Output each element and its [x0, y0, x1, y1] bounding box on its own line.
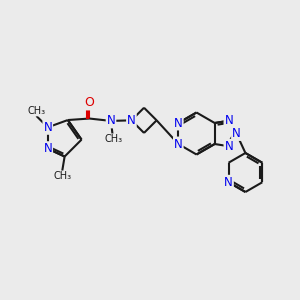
- Text: N: N: [174, 116, 183, 130]
- Text: CH₃: CH₃: [105, 134, 123, 144]
- Text: N: N: [224, 114, 233, 127]
- Text: N: N: [174, 137, 183, 151]
- Text: N: N: [224, 140, 233, 153]
- Text: N: N: [232, 127, 241, 140]
- Text: N: N: [44, 121, 52, 134]
- Text: N: N: [224, 176, 233, 189]
- Text: N: N: [127, 114, 136, 127]
- Text: CH₃: CH₃: [27, 106, 45, 116]
- Text: CH₃: CH₃: [53, 171, 71, 181]
- Text: O: O: [85, 96, 94, 110]
- Text: N: N: [106, 114, 116, 128]
- Text: N: N: [44, 142, 52, 155]
